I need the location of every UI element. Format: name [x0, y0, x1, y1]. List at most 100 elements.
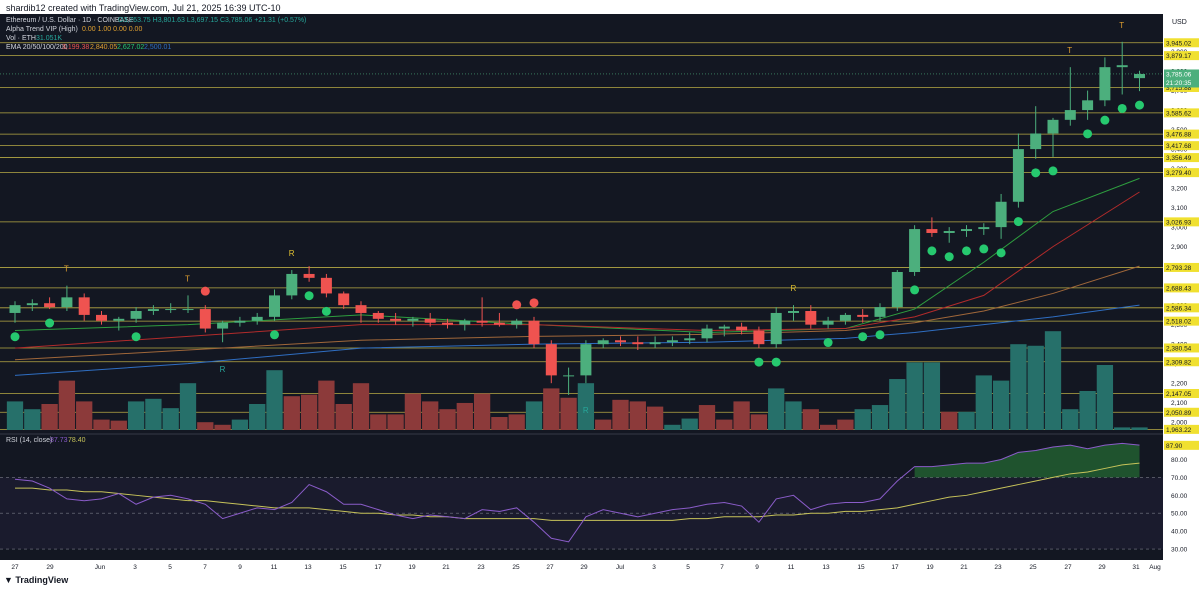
indicator-alpha-trend[interactable]: Alpha Trend VIP (High) — [6, 26, 78, 33]
candle-body — [251, 316, 263, 321]
alpha-trend-dot — [529, 298, 539, 308]
level-price-tag — [1164, 141, 1199, 151]
candle-body — [891, 271, 903, 308]
candle-body — [269, 295, 280, 317]
candle-body — [909, 229, 921, 272]
candle-body — [1047, 119, 1059, 134]
candle-body — [580, 344, 592, 376]
volume-bar — [93, 419, 110, 430]
level-price-tag — [1164, 217, 1199, 227]
time-tick-label: 19 — [926, 564, 934, 571]
time-tick-label: 15 — [339, 564, 347, 571]
volume-bar — [681, 418, 698, 430]
volume-bar — [733, 401, 750, 430]
time-axis-panel[interactable] — [0, 560, 1163, 574]
volume-bar — [1044, 331, 1062, 430]
signal-letter: T — [185, 274, 190, 283]
alpha-trend-dot — [304, 291, 314, 301]
time-tick-label: 9 — [755, 564, 759, 571]
candle-body — [822, 320, 834, 325]
indicator-ema[interactable]: EMA 20/50/100/200 — [6, 44, 68, 51]
level-price-label: 2,793.28 — [1166, 265, 1192, 272]
time-tick-label: 11 — [788, 564, 795, 571]
alpha-trend-dot — [754, 357, 764, 367]
candle-body — [563, 375, 575, 377]
volume-bar — [819, 424, 837, 430]
level-price-label: 3,715.88 — [1166, 85, 1192, 92]
volume-bar — [335, 404, 352, 430]
time-tick-label: 25 — [512, 564, 520, 571]
candle-body — [1134, 73, 1145, 79]
candle-body — [493, 322, 505, 325]
candle-body — [442, 322, 453, 325]
tradingview-logo[interactable]: ▼ TradingView — [4, 575, 68, 585]
chart-attribution: shardib12 created with TradingView.com, … — [6, 3, 281, 13]
volume-bar — [785, 401, 802, 430]
level-price-label: 3,879.17 — [1166, 53, 1192, 60]
volume-bar — [110, 420, 127, 430]
volume-bar — [387, 414, 404, 430]
rsi-ma-value: 78.40 — [68, 437, 86, 444]
volume-bar — [6, 401, 24, 430]
level-price-tag — [1164, 316, 1199, 326]
candle-body — [805, 311, 817, 325]
chart-legend: Ethereum / U.S. Dollar · 1D · COINBASE O… — [6, 17, 306, 444]
volume-bar — [145, 398, 162, 430]
candle-body — [545, 344, 557, 376]
volume-bar — [58, 380, 76, 430]
rsi-tick-label: 40.00 — [1171, 529, 1188, 536]
current-price-tag — [1164, 69, 1199, 88]
currency-label: USD — [1172, 19, 1187, 26]
level-price-label: 1,963.22 — [1166, 427, 1192, 434]
time-tick-label: 7 — [203, 564, 207, 571]
time-tick-label: 29 — [1098, 564, 1106, 571]
ohlc-readout: O3,763.75 H3,801.63 L3,697.15 C3,785.06 … — [118, 17, 306, 24]
candle-body — [736, 326, 748, 331]
indicator-rsi[interactable]: RSI (14, close) — [6, 437, 52, 444]
price-tick-label: 2,100 — [1171, 400, 1188, 407]
alpha-trend-dot — [910, 285, 920, 295]
volume-bar — [404, 393, 422, 430]
alpha-trend-dot — [962, 246, 971, 256]
alpha-trend-dot — [1100, 115, 1110, 125]
indicator-volume[interactable]: Vol · ETH — [6, 35, 36, 42]
alpha-trend-dot — [1135, 100, 1144, 110]
alpha-trend-dot — [823, 338, 833, 348]
volume-bar — [854, 409, 871, 430]
alpha-trend-dot — [1031, 168, 1041, 178]
alpha-trend-dot — [321, 306, 331, 316]
time-tick-label: 11 — [271, 564, 278, 571]
candle-body — [528, 320, 540, 345]
volume-bar — [646, 406, 664, 430]
volume-bar — [560, 397, 577, 430]
price-tick-label: 2,900 — [1171, 244, 1188, 251]
candle-body — [753, 330, 765, 345]
candle-body — [632, 342, 644, 345]
tradingview-brand: TradingView — [15, 575, 69, 585]
volume-bar — [958, 411, 975, 430]
indicator-volume-value: 31.051K — [36, 35, 62, 42]
volume-bar — [439, 409, 456, 430]
candle-body — [857, 314, 869, 317]
candle-body — [44, 303, 56, 308]
time-tick-label: 3 — [133, 564, 137, 571]
price-tick-label: 3,100 — [1171, 205, 1188, 212]
level-price-tag — [1164, 303, 1199, 313]
volume-bar — [871, 405, 889, 430]
candle-body — [182, 309, 194, 311]
time-tick-label: Aug — [1149, 564, 1161, 571]
candle-body — [943, 231, 955, 233]
level-price-tag — [1164, 407, 1199, 417]
level-price-label: 3,585.62 — [1166, 110, 1192, 117]
level-price-label: 2,309.82 — [1166, 359, 1192, 366]
rsi-line — [14, 442, 1140, 543]
volume-bar — [491, 417, 508, 430]
volume-bars — [6, 331, 1148, 430]
volume-bar — [231, 419, 249, 430]
candle-body — [355, 305, 367, 313]
volume-bar — [1027, 345, 1044, 430]
candle-body — [511, 320, 523, 325]
time-tick-label: 29 — [580, 564, 588, 571]
level-price-label: 2,586.34 — [1166, 305, 1192, 312]
